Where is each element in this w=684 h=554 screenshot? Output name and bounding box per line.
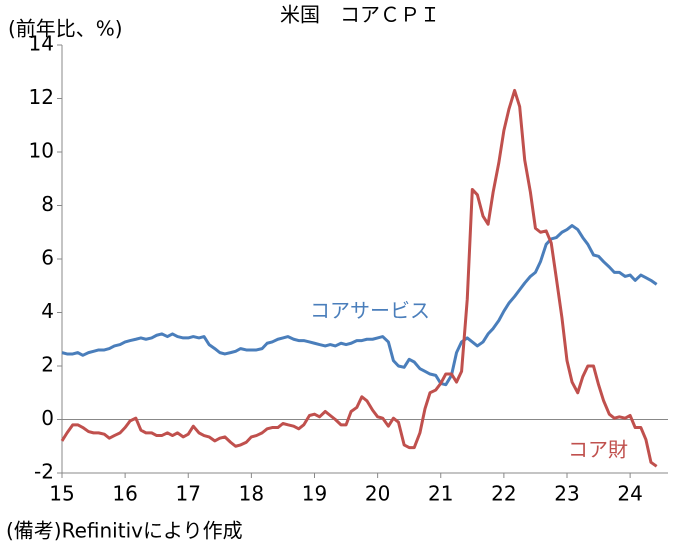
y-tick-label: 0 (41, 406, 54, 430)
y-tick-label: 6 (41, 246, 54, 270)
series-line (60, 88, 658, 468)
legend-label: コアサービス (310, 299, 430, 323)
y-tick-label: 8 (41, 192, 54, 216)
y-tick-label: 14 (29, 32, 54, 56)
y-tick-label: 10 (29, 139, 54, 163)
x-tick-label: 24 (617, 482, 642, 506)
y-tick-label: -2 (34, 460, 54, 484)
x-tick-label: 17 (176, 482, 201, 506)
x-tick-label: 18 (239, 482, 264, 506)
chart-title: 米国 コアＣＰＩ (280, 3, 440, 27)
footnote: (備考)Refinitivにより作成 (6, 519, 243, 543)
x-tick-label: 23 (554, 482, 579, 506)
series-line (61, 224, 658, 387)
x-tick-label: 20 (365, 482, 390, 506)
x-tick-label: 19 (302, 482, 327, 506)
y-tick-label: 2 (41, 353, 54, 377)
x-tick-label: 22 (491, 482, 516, 506)
legend-label: コア財 (568, 438, 628, 462)
y-axis-label: (前年比、%) (8, 17, 123, 41)
y-tick-label: 4 (41, 299, 54, 323)
x-tick-label: 21 (428, 482, 453, 506)
x-tick-label: 15 (49, 482, 74, 506)
y-tick-label: 12 (29, 85, 54, 109)
x-tick-label: 16 (112, 482, 137, 506)
